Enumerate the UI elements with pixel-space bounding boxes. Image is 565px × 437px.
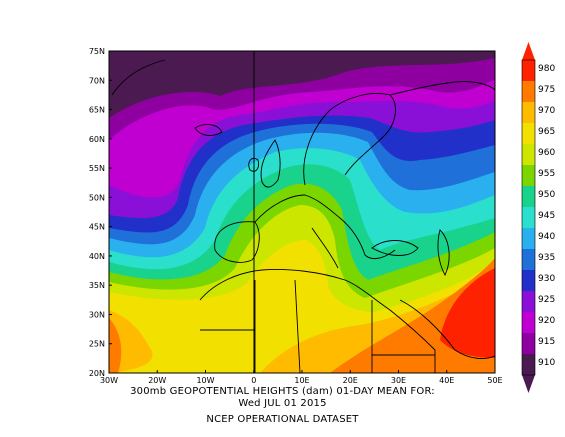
lat-tick-label: 20N (89, 369, 105, 378)
lon-tick-label: 20E (343, 376, 358, 385)
lat-tick-label: 60N (89, 135, 105, 144)
colorbar-label: 955 (538, 169, 555, 179)
colorbar-label: 940 (538, 232, 555, 242)
coast-britain (260, 139, 281, 188)
map-date: Wed JUL 01 2015 (238, 398, 327, 409)
lon-tick-label: 20W (148, 376, 166, 385)
band-980 (440, 268, 495, 358)
colorbar-swatch (522, 186, 535, 208)
coast-iberia (214, 221, 260, 263)
colorbar-outline (521, 59, 536, 376)
colorbar-label: 960 (538, 148, 555, 158)
colorbar-label: 950 (538, 190, 555, 200)
lat-tick-label: 25N (89, 340, 105, 349)
lon-tick-label: 50E (487, 376, 502, 385)
latitude-axis: 75N 70N 65N 60N 55N 50N 45N 40N 35N 30N 25N 20N (89, 47, 112, 378)
lon-tick-label: 0 (251, 376, 256, 385)
lat-tick-label: 45N (89, 223, 105, 232)
contour-fill-area (109, 51, 495, 373)
lon-tick-label: 40E (439, 376, 454, 385)
border-africa-2 (294, 279, 301, 373)
longitude-axis: 30W 20W 10W 0 10E 20E 30E 40E 50E (100, 370, 503, 385)
colorbar-label: 980 (538, 64, 555, 74)
coast-blacksea (371, 240, 419, 256)
lat-tick-label: 65N (89, 106, 105, 115)
colorbar-swatch (522, 123, 535, 145)
coast-italy (311, 227, 339, 269)
colorbar-label: 945 (538, 211, 555, 221)
colorbar: 980 975 970 965 960 955 950 945 940 935 930 925 920 9… (521, 42, 555, 393)
lon-tick-label: 10W (196, 376, 214, 385)
lat-tick-label: 30N (89, 310, 105, 319)
colorbar-swatch (522, 102, 535, 124)
band-975 (109, 318, 122, 373)
colorbar-label: 930 (538, 274, 555, 284)
colorbar-label: 910 (538, 358, 555, 368)
coast-iceland (194, 124, 223, 136)
coast-russia-north (389, 81, 495, 96)
lon-tick-label: 30E (391, 376, 406, 385)
colorbar-swatch (522, 291, 535, 313)
coast-ireland (248, 157, 259, 172)
coast-africa (199, 269, 436, 373)
map-title: 300mb GEOPOTENTIAL HEIGHTS (dam) 01-DAY … (130, 386, 435, 397)
lat-tick-label: 70N (89, 76, 105, 85)
colorbar-bottom-arrow (522, 375, 535, 393)
lat-tick-label: 50N (89, 193, 105, 202)
colorbar-swatch (522, 354, 535, 376)
colorbar-swatch (522, 60, 535, 82)
lat-tick-label: 40N (89, 252, 105, 261)
colorbar-label: 935 (538, 253, 555, 263)
colorbar-top-arrow (522, 42, 535, 60)
lat-tick-label: 75N (89, 47, 105, 56)
colorbar-swatch (522, 312, 535, 334)
colorbar-swatch (522, 270, 535, 292)
colorbar-swatch (522, 144, 535, 166)
lon-tick-label: 10E (294, 376, 309, 385)
lat-tick-label: 55N (89, 164, 105, 173)
coast-caspian (437, 229, 450, 277)
colorbar-label: 920 (538, 316, 555, 326)
coast-scandinavia (303, 93, 396, 186)
colorbar-label: 915 (538, 337, 555, 347)
colorbar-swatch (522, 165, 535, 187)
coast-europe (254, 194, 396, 260)
dataset-label: NCEP OPERATIONAL DATASET (206, 414, 359, 425)
colorbar-swatch (522, 249, 535, 271)
colorbar-swatch (522, 81, 535, 103)
coastlines (111, 59, 495, 373)
coast-greenland (111, 59, 166, 96)
coast-arabia (399, 299, 495, 359)
colorbar-label: 965 (538, 127, 555, 137)
colorbar-swatch (522, 333, 535, 355)
lat-tick-label: 35N (89, 281, 105, 290)
colorbar-swatch (522, 207, 535, 229)
colorbar-label: 925 (538, 295, 555, 305)
lon-tick-label: 30W (100, 376, 118, 385)
colorbar-swatch (522, 228, 535, 250)
colorbar-label: 975 (538, 85, 555, 95)
colorbar-label: 970 (538, 106, 555, 116)
